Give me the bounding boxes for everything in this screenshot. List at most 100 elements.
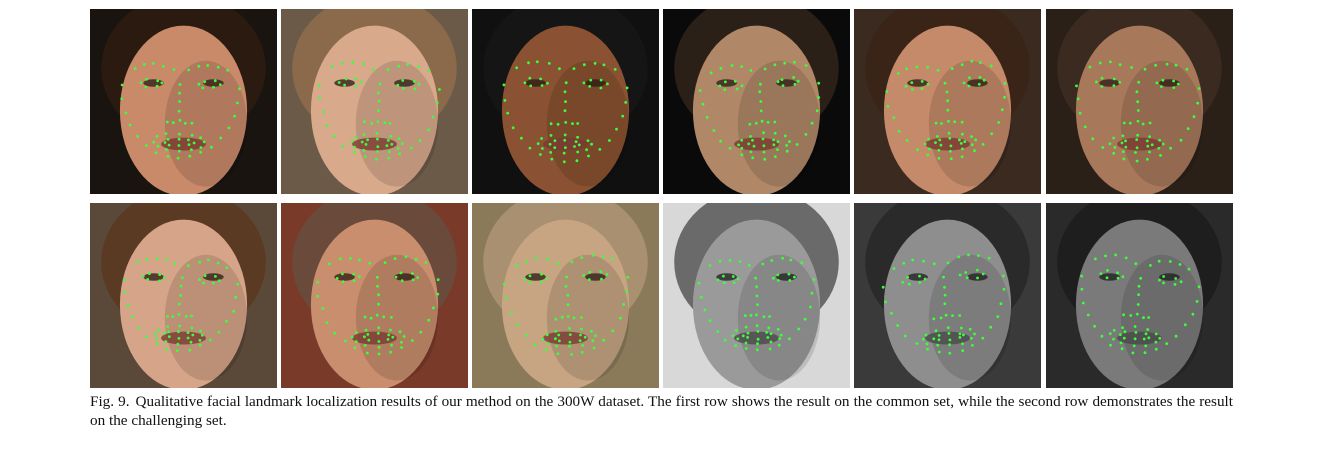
landmark-point [365, 351, 369, 355]
landmark-point [564, 100, 567, 103]
landmark-point [934, 141, 937, 145]
landmark-point [961, 342, 964, 346]
landmark-point [528, 76, 532, 80]
landmark-point [718, 259, 722, 263]
landmark-point [563, 90, 567, 94]
landmark-point [556, 262, 560, 265]
landmark-point [1185, 67, 1189, 71]
landmark-point [602, 63, 606, 67]
landmark-point [167, 330, 171, 334]
landmark-point [1154, 347, 1158, 351]
landmark-point [1132, 344, 1136, 348]
landmark-point [318, 96, 322, 100]
landmark-point [1143, 351, 1147, 354]
landmark-point [564, 81, 568, 85]
landmark-point [621, 114, 625, 118]
landmark-point [1003, 82, 1007, 85]
landmark-point [797, 327, 801, 331]
landmark-point [214, 275, 217, 278]
landmark-point [385, 144, 389, 148]
landmark-point [1165, 62, 1169, 66]
landmark-point [938, 138, 942, 142]
landmark-point [375, 132, 379, 135]
landmark-point [586, 139, 590, 143]
landmark-point [736, 277, 740, 281]
face-image-r2-c2 [281, 203, 468, 388]
landmark-point [145, 144, 148, 147]
landmark-point [341, 145, 345, 148]
landmark-point [234, 295, 238, 299]
landmark-point [1136, 303, 1140, 306]
landmark-point [723, 88, 727, 91]
landmark-point [948, 136, 952, 140]
landmark-point [1186, 127, 1190, 130]
landmark-point [1146, 328, 1150, 331]
landmark-point [570, 260, 574, 264]
landmark-point [528, 146, 532, 150]
landmark-point [1114, 253, 1117, 257]
landmark-point [1003, 95, 1006, 99]
landmark-point [588, 270, 592, 274]
landmark-point [375, 313, 379, 317]
landmark-point [338, 257, 342, 261]
landmark-point [722, 281, 726, 284]
landmark-point [1118, 333, 1122, 336]
landmark-point [427, 318, 431, 322]
landmark-point [622, 303, 625, 306]
landmark-point [766, 336, 770, 339]
landmark-point [896, 324, 899, 327]
landmark-point [1078, 111, 1082, 115]
landmark-point [398, 330, 402, 334]
landmark-point [762, 144, 766, 148]
landmark-point [350, 335, 354, 339]
landmark-point [892, 267, 896, 270]
landmark-point [728, 259, 732, 262]
landmark-point [767, 326, 771, 330]
landmark-point [188, 154, 192, 158]
landmark-point [539, 77, 542, 81]
landmark-point [400, 346, 403, 349]
landmark-point [981, 272, 985, 276]
landmark-point [1100, 76, 1104, 80]
landmark-point [769, 340, 773, 344]
landmark-point [515, 66, 519, 70]
landmark-point [206, 258, 210, 262]
landmark-point [535, 60, 539, 64]
landmark-point [177, 144, 181, 147]
landmark-point [585, 148, 588, 152]
landmark-point [926, 347, 929, 351]
landmark-point [977, 82, 981, 86]
landmark-point [382, 315, 386, 319]
landmark-point [360, 140, 364, 144]
landmark-point [697, 281, 701, 285]
landmark-point [625, 86, 629, 90]
landmark-point [573, 145, 576, 148]
landmark-point [1116, 276, 1120, 280]
landmark-point [943, 293, 947, 297]
landmark-point [1112, 151, 1116, 155]
landmark-point [810, 121, 814, 125]
landmark-point [598, 148, 602, 151]
landmark-point [353, 150, 356, 154]
landmark-point [744, 325, 748, 329]
landmark-point [177, 330, 180, 334]
landmark-point [362, 148, 366, 152]
landmark-point [432, 306, 435, 310]
landmark-point [396, 147, 400, 150]
landmark-point [418, 139, 422, 142]
landmark-point [599, 270, 603, 274]
landmark-point [152, 62, 155, 65]
landmark-point [1083, 125, 1087, 129]
landmark-point [967, 84, 971, 88]
landmark-point [179, 284, 183, 288]
landmark-point [947, 119, 950, 123]
landmark-point [613, 68, 617, 71]
landmark-point [781, 84, 785, 87]
landmark-point [943, 302, 947, 306]
landmark-point [949, 157, 953, 161]
landmark-point [578, 339, 582, 342]
landmark-point [506, 111, 510, 115]
landmark-point [576, 135, 579, 139]
landmark-point [367, 338, 371, 342]
landmark-point [958, 336, 962, 339]
